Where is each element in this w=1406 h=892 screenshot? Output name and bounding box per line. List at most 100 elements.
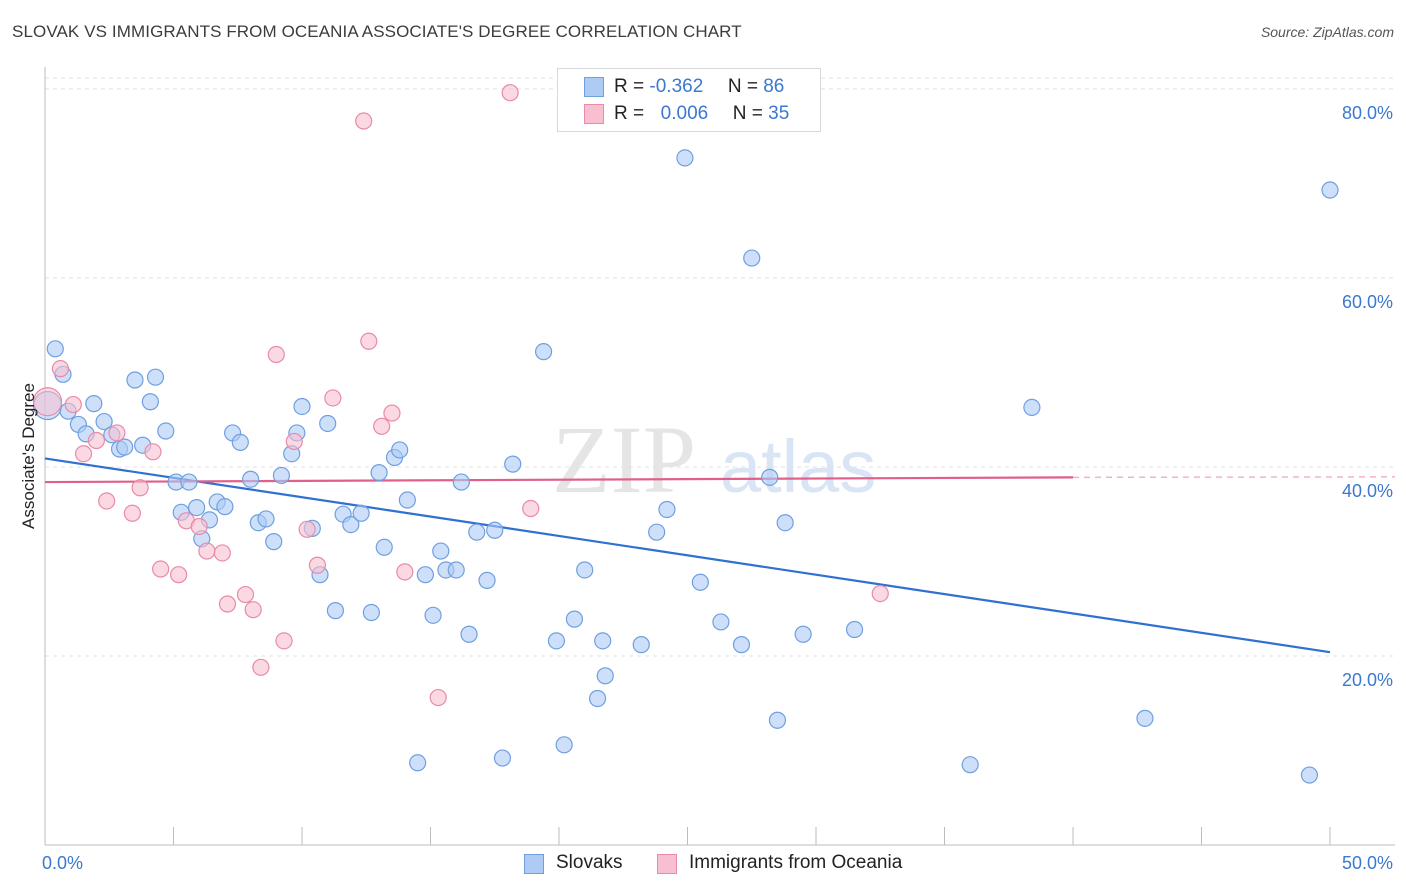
slovaks-point [534,343,553,361]
slovaks-point [293,397,311,416]
legend-n-label: N = [727,76,758,97]
slovaks-point [1321,181,1339,199]
legend-swatch-slovaks [584,77,604,97]
oceania-point [373,417,391,435]
oceania-point [355,112,373,130]
slovaks-point [555,736,573,754]
oceania-point [308,556,327,574]
slovaks-point [648,523,666,541]
slovaks-point [478,571,496,589]
oceania-point [324,389,342,407]
slovaks-point [126,371,144,389]
slovaks-point [391,441,409,459]
slovaks-point [85,395,103,413]
watermark-atlas: atlas [720,425,876,508]
y-tick-label: 20.0% [1342,670,1393,690]
slovaks-point [468,523,486,541]
legend-r-value: -0.362 [649,76,704,97]
slovaks-point [565,610,584,628]
oceania-point [190,517,208,536]
oceania-point [236,585,255,604]
oceania-point [298,520,316,538]
legend-swatch-slovaks [524,854,544,874]
slovaks-point [452,473,470,491]
x-tick-label: 50.0% [1342,853,1393,873]
slovaks-point [326,602,345,620]
oceania-point [218,595,237,613]
legend-n-value: 86 [763,76,785,97]
oceania-point [123,504,141,522]
legend-n-value: 35 [768,103,790,124]
oceania-point [152,560,170,578]
watermark: ZIP atlas [552,406,876,513]
x-tick-label: 0.0% [42,853,83,873]
slovaks-point [632,636,650,654]
oceania-point [396,563,414,581]
slovaks-point [257,510,275,528]
slovaks-point [116,438,134,456]
axes: 20.0% 40.0% 60.0% 80.0% 0.0% 50.0% [42,67,1395,873]
oceania-point [267,345,285,364]
slovaks-point [362,603,380,622]
slovaks-point [398,491,416,509]
oceania-point [198,542,216,560]
watermark-zip: ZIP [552,406,696,513]
slovaks-point [216,498,234,516]
oceania-point [871,584,889,603]
slovaks-point [95,412,113,431]
slovaks-point [370,464,388,482]
slovaks-point [594,632,612,650]
slovaks-point [409,754,427,772]
trend-line-oceania [44,476,1074,484]
slovaks-point [691,573,709,591]
oceania-point [51,360,70,378]
oceania-point [275,632,293,650]
slovaks-point [1300,766,1319,784]
slovaks-point [319,414,337,433]
legend-r-label: R = [614,103,645,124]
slovaks-point [231,433,249,451]
gridlines [45,77,1395,657]
oceania-point [501,84,519,102]
legend-n-label: N = [732,103,763,124]
legend-label-oceania: Immigrants from Oceania [689,852,903,873]
slovaks-point [146,368,165,386]
legend-r-label: R = [614,76,645,97]
oceania-point [170,566,188,584]
slovaks-point [588,689,607,708]
oceania-point [213,544,231,562]
oceania-point [87,431,106,450]
slovaks-point [352,504,370,522]
data-points [32,84,1339,784]
slovaks-point [761,468,779,486]
slovaks-point [141,393,159,411]
oceania-point [360,332,378,350]
oceania-point [74,445,93,463]
oceania-point [64,395,82,414]
oceania-point [144,443,162,461]
y-tick-label: 60.0% [1342,292,1393,312]
slovaks-point [375,538,393,556]
oceania-point [383,404,401,422]
slovaks-point [157,422,175,440]
oceania-point [252,658,270,676]
slovaks-point [1023,398,1041,417]
slovaks-point [961,756,979,774]
slovaks-point [242,470,260,488]
y-axis-label: Associate's Degree [19,383,38,529]
slovaks-point [46,340,64,358]
slovaks-point [658,500,676,519]
slovaks-point [447,561,465,579]
slovaks-point [1136,709,1154,727]
slovaks-point [424,606,442,624]
slovaks-point [576,561,594,579]
slovaks-point [776,514,794,532]
oceania-point [285,432,303,451]
slovaks-point [676,149,694,167]
legend-r-value: 0.006 [660,103,709,124]
oceania-point [429,688,447,707]
slovaks-point [768,711,787,729]
legend-label-slovaks: Slovaks [556,852,623,873]
slovaks-point [504,455,522,473]
slovaks-point [342,516,360,534]
